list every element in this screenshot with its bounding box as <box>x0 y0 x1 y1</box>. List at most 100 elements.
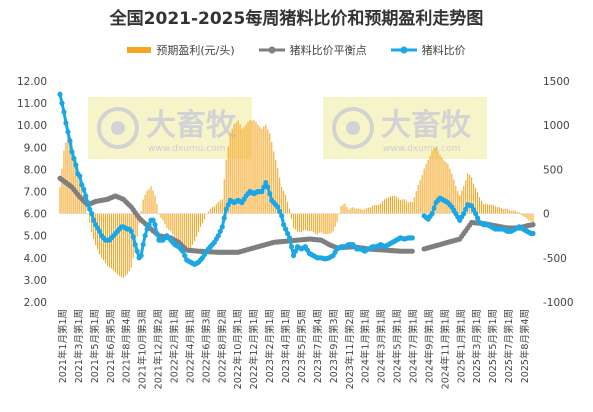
x-tick-label: 2024年11月第1周 <box>439 309 451 389</box>
left-tick-label: 5.00 <box>24 231 47 243</box>
profit-bar <box>65 142 67 214</box>
ratio-point <box>134 248 140 254</box>
profit-bar <box>496 206 498 214</box>
profit-bar <box>186 213 188 248</box>
profit-bar <box>243 127 245 214</box>
x-tick-label: 2024年9月第1周 <box>423 309 435 383</box>
profit-bar <box>114 213 116 273</box>
ratio-point <box>259 188 265 195</box>
right-tick-label: 1500 <box>543 76 570 88</box>
profit-bar <box>217 201 219 214</box>
profit-bar <box>124 213 126 277</box>
profit-bar <box>389 196 392 214</box>
profit-bar <box>188 213 190 249</box>
profit-bar <box>393 195 395 214</box>
profit-bar <box>510 210 512 214</box>
profit-bar <box>336 213 338 222</box>
ratio-point <box>283 226 289 232</box>
profit-bar <box>397 198 399 214</box>
right-tick-label: 0 <box>543 209 550 221</box>
profit-bar <box>328 213 330 235</box>
profit-bar <box>166 213 168 228</box>
ratio-point <box>219 224 225 230</box>
profit-bar <box>152 190 154 214</box>
profit-bar <box>267 129 269 214</box>
left-y-axis: 2.00 3.00 4.00 5.00 6.00 7.00 8.00 9.00 10.00 11.… <box>17 76 47 309</box>
ratio-point <box>128 228 134 234</box>
profit-bar <box>391 195 394 214</box>
profit-bar <box>281 187 283 214</box>
profit-bar <box>524 213 526 217</box>
ratio-point <box>215 233 221 239</box>
profit-bar <box>526 213 528 219</box>
legend-entry-profit[interactable]: 预期盈利(元/头) <box>127 42 235 58</box>
watermark-brand: 大畜牧 <box>146 108 237 143</box>
profit-bar <box>265 124 267 214</box>
x-tick-label: 2024年7月第1周 <box>407 309 419 383</box>
left-tick-label: 3.00 <box>24 275 47 287</box>
left-tick-label: 10.00 <box>17 120 47 132</box>
profit-bar <box>528 213 530 221</box>
x-tick-label: 2025年8月第4周 <box>519 309 531 383</box>
profit-bar <box>136 213 138 237</box>
x-tick-label: 2021年1月第1周 <box>57 309 69 383</box>
x-tick-label: 2025年7月第1周 <box>503 309 515 383</box>
ratio-point <box>69 149 75 155</box>
profit-bar <box>498 207 500 214</box>
profit-bar <box>283 190 285 214</box>
profit-bar <box>455 186 457 214</box>
profit-bar <box>409 201 411 214</box>
x-tick-label: 2022年4月第1周 <box>184 309 196 383</box>
profit-bar <box>275 159 277 214</box>
profit-bar <box>182 213 184 246</box>
profit-bar <box>494 206 496 214</box>
x-tick-label: 2021年5月第1周 <box>89 309 101 383</box>
ratio-point <box>73 162 79 168</box>
ratio-point <box>263 180 269 186</box>
ratio-point <box>290 252 297 259</box>
breakeven-point <box>530 222 536 228</box>
profit-bar <box>488 204 490 214</box>
profit-bar <box>512 210 514 214</box>
profit-bar <box>225 159 227 214</box>
ratio-point <box>267 191 273 197</box>
legend-swatch-ratio <box>390 46 417 54</box>
legend-entry-ratio[interactable]: 猪料比价 <box>390 42 466 58</box>
profit-bar <box>87 213 89 215</box>
profit-bar <box>271 141 273 214</box>
legend-label-ratio: 猪料比价 <box>421 44 466 57</box>
profit-bar <box>112 213 114 271</box>
x-tick-label: 2022年12月第1周 <box>248 309 260 389</box>
profit-bar <box>449 168 451 214</box>
profit-bar <box>73 151 75 214</box>
profit-bar <box>352 207 354 214</box>
profit-bar <box>407 202 409 214</box>
left-tick-label: 9.00 <box>24 142 47 154</box>
profit-bar <box>196 213 198 237</box>
x-tick-label: 2024年1月第1周 <box>360 309 372 383</box>
ratio-point <box>152 222 158 228</box>
profit-bar <box>279 177 281 214</box>
ratio-point <box>87 206 93 212</box>
left-tick-label: 11.00 <box>17 98 47 110</box>
ratio-point <box>474 215 481 221</box>
profit-bar <box>201 213 204 224</box>
legend-label-profit: 预期盈利(元/头) <box>156 44 235 57</box>
profit-bar <box>59 187 61 214</box>
x-tick-label: 2024年5月第1周 <box>392 309 404 383</box>
profit-bar <box>477 192 479 214</box>
ratio-point <box>61 109 67 115</box>
profit-bar <box>237 120 239 214</box>
ratio-point <box>91 217 97 223</box>
profit-bar <box>245 124 247 214</box>
profit-bar <box>168 213 170 230</box>
profit-bar <box>261 128 263 214</box>
profit-bar <box>514 210 516 214</box>
legend-entry-breakeven[interactable]: 猪料比价平衡点 <box>258 42 367 58</box>
profit-bar <box>269 132 271 214</box>
ratio-point <box>284 230 291 237</box>
ratio-point <box>463 206 469 212</box>
x-tick-label: 2021年3月第1周 <box>73 309 85 383</box>
